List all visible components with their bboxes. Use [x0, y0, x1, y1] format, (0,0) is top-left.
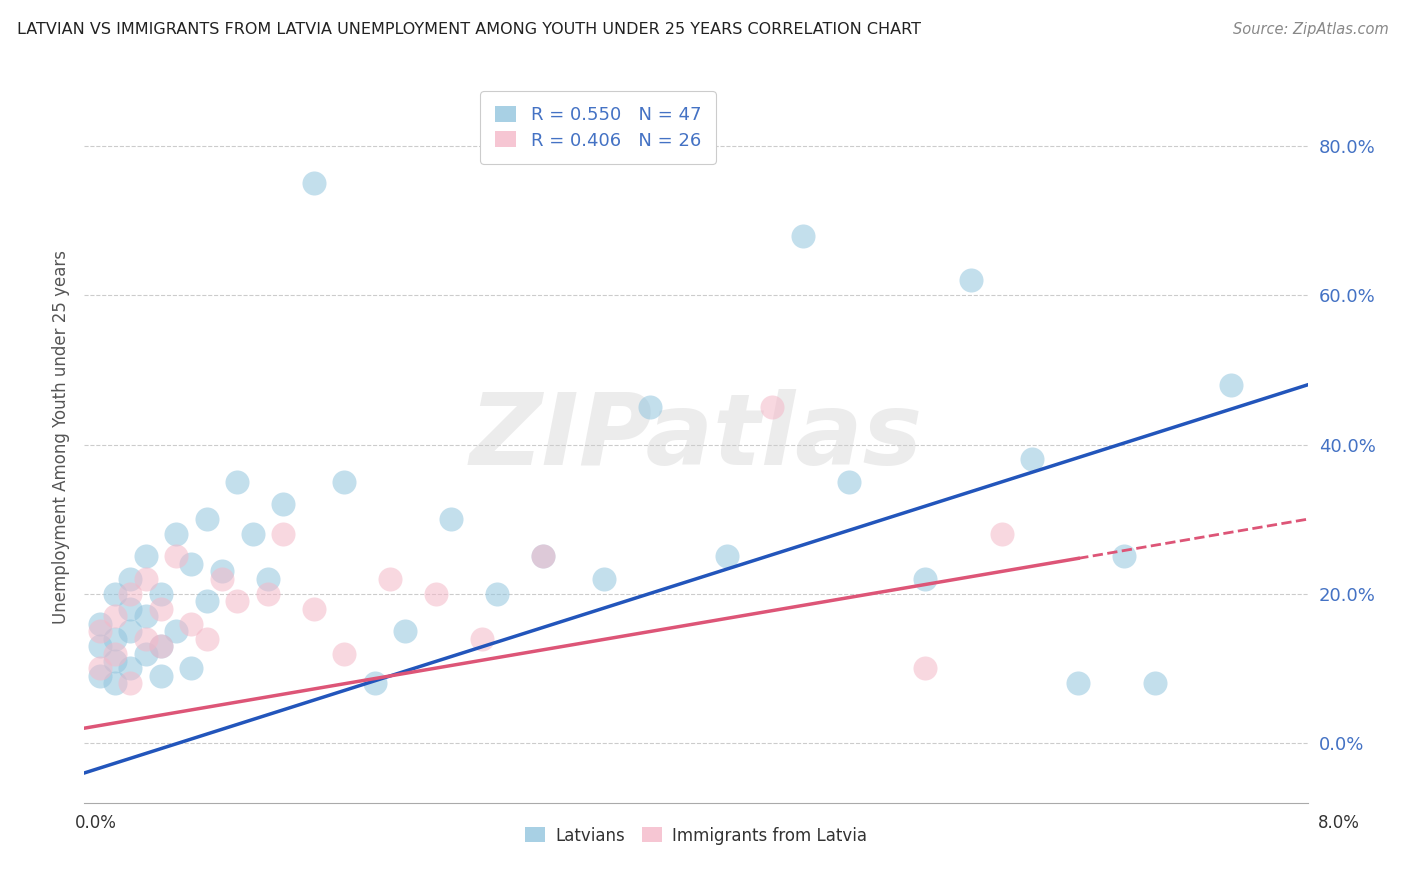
Point	[104, 609, 127, 624]
Point	[149, 601, 172, 615]
Point	[914, 661, 936, 675]
Point	[1220, 377, 1243, 392]
Point	[1114, 549, 1136, 564]
Point	[135, 549, 157, 564]
Point	[120, 587, 142, 601]
Point	[440, 512, 463, 526]
Point	[89, 624, 111, 639]
Point	[486, 587, 509, 601]
Point	[104, 587, 127, 601]
Point	[165, 527, 187, 541]
Point	[226, 594, 249, 608]
Point	[1143, 676, 1166, 690]
Point	[638, 401, 661, 415]
Point	[120, 601, 142, 615]
Point	[271, 497, 294, 511]
Point	[257, 587, 280, 601]
Point	[104, 676, 127, 690]
Point	[89, 661, 111, 675]
Point	[991, 527, 1014, 541]
Point	[960, 273, 983, 287]
Point	[914, 572, 936, 586]
Point	[120, 676, 142, 690]
Point	[211, 572, 233, 586]
Point	[1067, 676, 1090, 690]
Text: 8.0%: 8.0%	[1317, 814, 1360, 831]
Point	[195, 594, 218, 608]
Point	[149, 639, 172, 653]
Point	[104, 647, 127, 661]
Point	[394, 624, 416, 639]
Point	[104, 632, 127, 646]
Point	[838, 475, 860, 489]
Text: ZIPatlas: ZIPatlas	[470, 389, 922, 485]
Point	[242, 527, 264, 541]
Point	[302, 177, 325, 191]
Point	[135, 572, 157, 586]
Point	[120, 624, 142, 639]
Point	[165, 549, 187, 564]
Point	[257, 572, 280, 586]
Point	[195, 632, 218, 646]
Point	[364, 676, 387, 690]
Point	[149, 639, 172, 653]
Point	[180, 661, 202, 675]
Text: Source: ZipAtlas.com: Source: ZipAtlas.com	[1233, 22, 1389, 37]
Point	[104, 654, 127, 668]
Point	[1021, 452, 1043, 467]
Point	[333, 475, 356, 489]
Text: 0.0%: 0.0%	[75, 814, 117, 831]
Point	[302, 601, 325, 615]
Point	[716, 549, 738, 564]
Point	[271, 527, 294, 541]
Point	[149, 669, 172, 683]
Point	[195, 512, 218, 526]
Point	[593, 572, 616, 586]
Point	[531, 549, 554, 564]
Legend: Latvians, Immigrants from Latvia: Latvians, Immigrants from Latvia	[517, 818, 875, 853]
Point	[135, 647, 157, 661]
Point	[180, 557, 202, 571]
Point	[211, 565, 233, 579]
Point	[180, 616, 202, 631]
Point	[531, 549, 554, 564]
Point	[761, 401, 783, 415]
Point	[792, 228, 814, 243]
Point	[165, 624, 187, 639]
Text: LATVIAN VS IMMIGRANTS FROM LATVIA UNEMPLOYMENT AMONG YOUTH UNDER 25 YEARS CORREL: LATVIAN VS IMMIGRANTS FROM LATVIA UNEMPL…	[17, 22, 921, 37]
Point	[380, 572, 402, 586]
Point	[89, 616, 111, 631]
Point	[135, 609, 157, 624]
Point	[135, 632, 157, 646]
Point	[425, 587, 447, 601]
Point	[471, 632, 494, 646]
Point	[120, 661, 142, 675]
Point	[149, 587, 172, 601]
Point	[226, 475, 249, 489]
Point	[333, 647, 356, 661]
Point	[89, 669, 111, 683]
Point	[89, 639, 111, 653]
Y-axis label: Unemployment Among Youth under 25 years: Unemployment Among Youth under 25 years	[52, 250, 70, 624]
Point	[120, 572, 142, 586]
